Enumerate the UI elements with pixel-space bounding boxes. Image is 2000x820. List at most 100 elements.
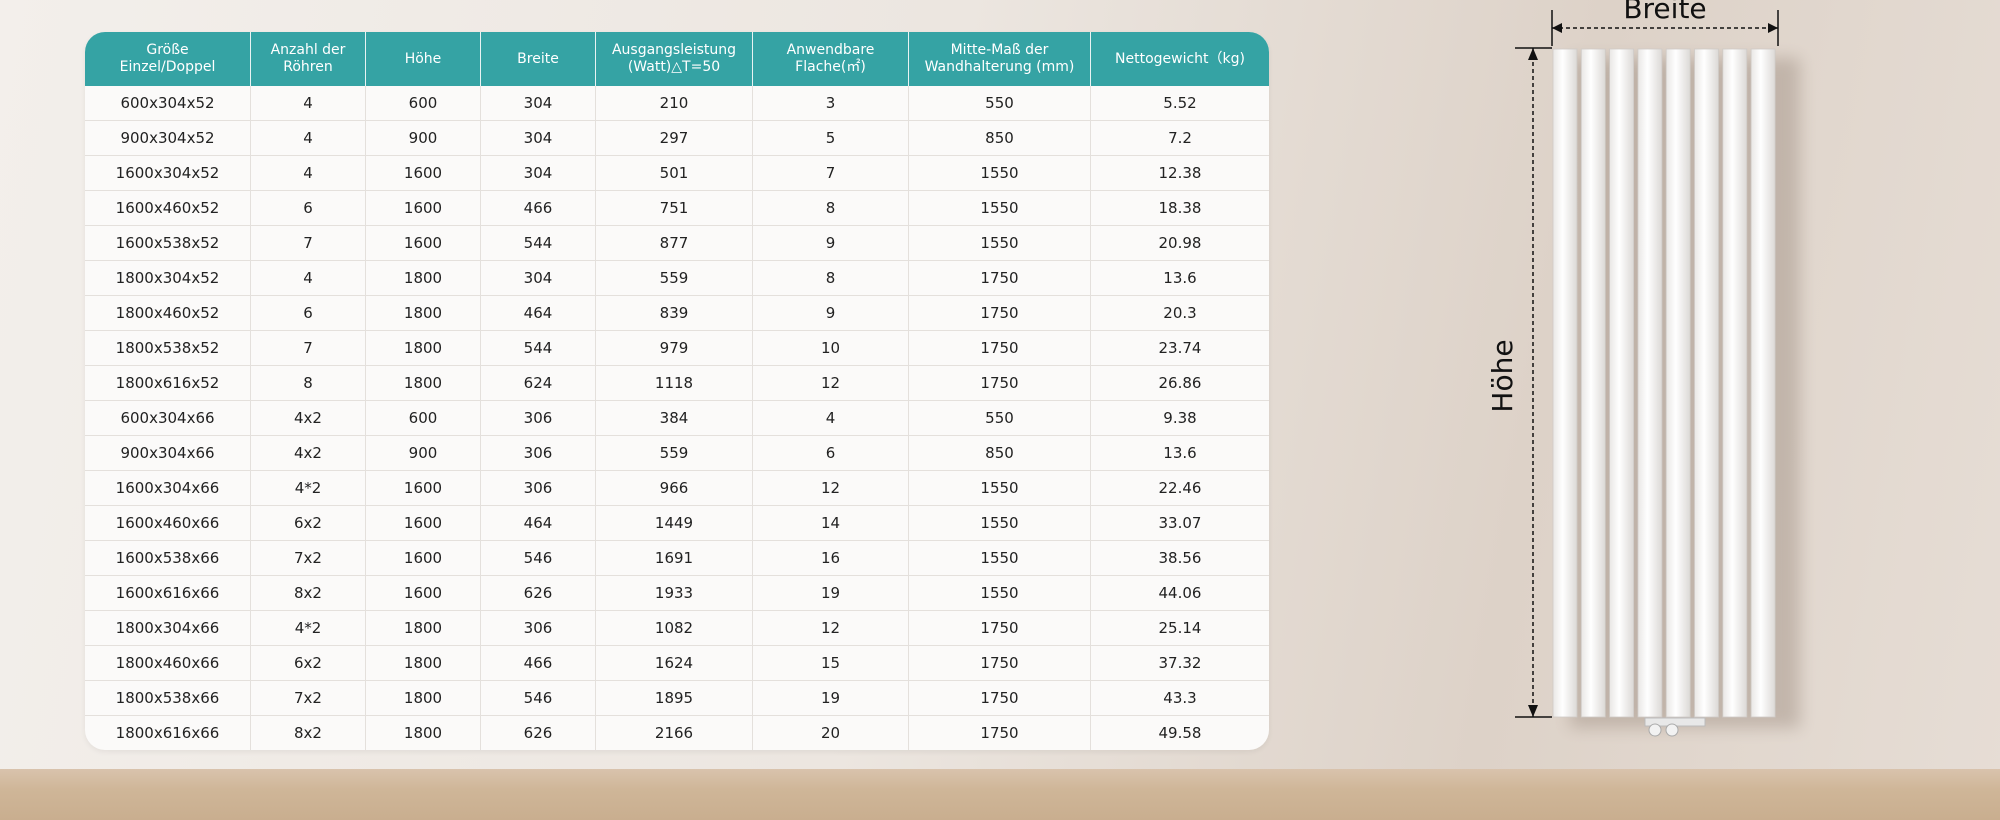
table-cell: 9.38 bbox=[1091, 401, 1269, 436]
table-cell: 1750 bbox=[909, 611, 1091, 646]
header-cell: Anzahl der Röhren bbox=[251, 32, 366, 86]
table-cell: 304 bbox=[481, 261, 596, 296]
table-cell: 10 bbox=[753, 331, 909, 366]
table-cell: 15 bbox=[753, 646, 909, 681]
table-row: 1800x538x66 7x2 1800 546 1895 19 1750 43.3 bbox=[85, 681, 1269, 716]
table-cell: 1750 bbox=[909, 261, 1091, 296]
table-row: 1800x460x52 6 1800 464 839 9 1750 20.3 bbox=[85, 296, 1269, 331]
width-label: Breite bbox=[1623, 0, 1706, 25]
table-row: 600x304x52 4 600 304 210 3 550 5.52 bbox=[85, 86, 1269, 121]
table-cell: 8x2 bbox=[251, 576, 366, 611]
table-cell: 25.14 bbox=[1091, 611, 1269, 646]
table-cell: 626 bbox=[481, 716, 596, 750]
table-cell: 1600 bbox=[366, 576, 481, 611]
valve-knob bbox=[1665, 723, 1679, 737]
table-cell: 5 bbox=[753, 121, 909, 156]
table-cell: 4x2 bbox=[251, 401, 366, 436]
radiator-tube bbox=[1637, 48, 1663, 718]
table-cell: 900 bbox=[366, 121, 481, 156]
table-cell: 600 bbox=[366, 401, 481, 436]
table-cell: 1750 bbox=[909, 296, 1091, 331]
table-cell: 1800x616x66 bbox=[85, 716, 251, 750]
table-cell: 546 bbox=[481, 541, 596, 576]
table-cell: 13.6 bbox=[1091, 261, 1269, 296]
table-cell: 1600x538x52 bbox=[85, 226, 251, 261]
valve-knob bbox=[1648, 723, 1662, 737]
table-cell: 1800 bbox=[366, 331, 481, 366]
table-cell: 1750 bbox=[909, 681, 1091, 716]
table-cell: 210 bbox=[596, 86, 753, 121]
table-cell: 20.98 bbox=[1091, 226, 1269, 261]
table-cell: 1800x538x52 bbox=[85, 331, 251, 366]
table-row: 1600x304x52 4 1600 304 501 7 1550 12.38 bbox=[85, 156, 1269, 191]
header-cell: Anwendbare Flache(㎡) bbox=[753, 32, 909, 86]
table-cell: 626 bbox=[481, 576, 596, 611]
table-cell: 8 bbox=[753, 261, 909, 296]
table-cell: 8 bbox=[753, 191, 909, 226]
table-cell: 850 bbox=[909, 121, 1091, 156]
table-cell: 1800 bbox=[366, 261, 481, 296]
table-cell: 544 bbox=[481, 226, 596, 261]
table-cell: 4 bbox=[251, 121, 366, 156]
header-cell: Größe Einzel/Doppel bbox=[85, 32, 251, 86]
table-cell: 1082 bbox=[596, 611, 753, 646]
table-cell: 1600 bbox=[366, 471, 481, 506]
table-cell: 1800 bbox=[366, 646, 481, 681]
table-cell: 12 bbox=[753, 471, 909, 506]
table-cell: 19 bbox=[753, 681, 909, 716]
table-cell: 6x2 bbox=[251, 506, 366, 541]
height-label: Höhe bbox=[1486, 339, 1519, 412]
radiator-tube bbox=[1665, 48, 1691, 718]
table-cell: 23.74 bbox=[1091, 331, 1269, 366]
table-cell: 6 bbox=[251, 296, 366, 331]
table-cell: 1550 bbox=[909, 191, 1091, 226]
table-cell: 966 bbox=[596, 471, 753, 506]
table-cell: 49.58 bbox=[1158, 724, 1202, 742]
table-cell: 7 bbox=[251, 331, 366, 366]
table-cell: 7 bbox=[251, 226, 366, 261]
table-cell: 12 bbox=[753, 366, 909, 401]
table-cell: 1550 bbox=[909, 541, 1091, 576]
table-row: 1600x616x66 8x2 1600 626 1933 19 1550 44.06 bbox=[85, 576, 1269, 611]
table-cell: 16 bbox=[753, 541, 909, 576]
table-cell: 1800x616x52 bbox=[85, 366, 251, 401]
table-row: 600x304x66 4x2 600 306 384 4 550 9.38 bbox=[85, 401, 1269, 436]
table-cell: 4*2 bbox=[251, 611, 366, 646]
table-cell: 1600x538x66 bbox=[85, 541, 251, 576]
table-cell: 751 bbox=[596, 191, 753, 226]
table-cell: 4 bbox=[251, 86, 366, 121]
table-cell: 8 bbox=[251, 366, 366, 401]
table-cell: 624 bbox=[481, 366, 596, 401]
table-row: 1600x304x66 4*2 1600 306 966 12 1550 22.46 bbox=[85, 471, 1269, 506]
table-cell: 1550 bbox=[909, 576, 1091, 611]
table-cell: 1600 bbox=[366, 226, 481, 261]
radiator-tube bbox=[1609, 48, 1634, 718]
table-cell: 1800 bbox=[366, 366, 481, 401]
table-cell: 900 bbox=[366, 436, 481, 471]
table-cell: 9 bbox=[753, 226, 909, 261]
table-cell: 3 bbox=[753, 86, 909, 121]
table-cell: 501 bbox=[596, 156, 753, 191]
table-cell: 4*2 bbox=[251, 471, 366, 506]
table-cell: 1118 bbox=[596, 366, 753, 401]
table-row: 1800x304x52 4 1800 304 559 8 1750 13.6 bbox=[85, 261, 1269, 296]
table-cell: 4 bbox=[251, 156, 366, 191]
table-cell: 26.86 bbox=[1091, 366, 1269, 401]
table-cell: 1800x538x66 bbox=[85, 681, 251, 716]
table-cell: 306 bbox=[481, 401, 596, 436]
table-cell: 38.56 bbox=[1091, 541, 1269, 576]
table-cell: 12.38 bbox=[1091, 156, 1269, 191]
table-cell: 6 bbox=[251, 191, 366, 226]
table-cell: 1800 bbox=[366, 296, 481, 331]
table-cell: 7x2 bbox=[251, 681, 366, 716]
radiator-tube bbox=[1694, 48, 1719, 718]
table-cell: 12 bbox=[753, 611, 909, 646]
table-cell: 43.3 bbox=[1091, 681, 1269, 716]
table-cell: 1550 bbox=[909, 506, 1091, 541]
table-cell: 1800 bbox=[366, 681, 481, 716]
table-cell: 1624 bbox=[596, 646, 753, 681]
table-cell: 464 bbox=[481, 296, 596, 331]
table-cell: 9 bbox=[753, 296, 909, 331]
table-cell: 1449 bbox=[596, 506, 753, 541]
